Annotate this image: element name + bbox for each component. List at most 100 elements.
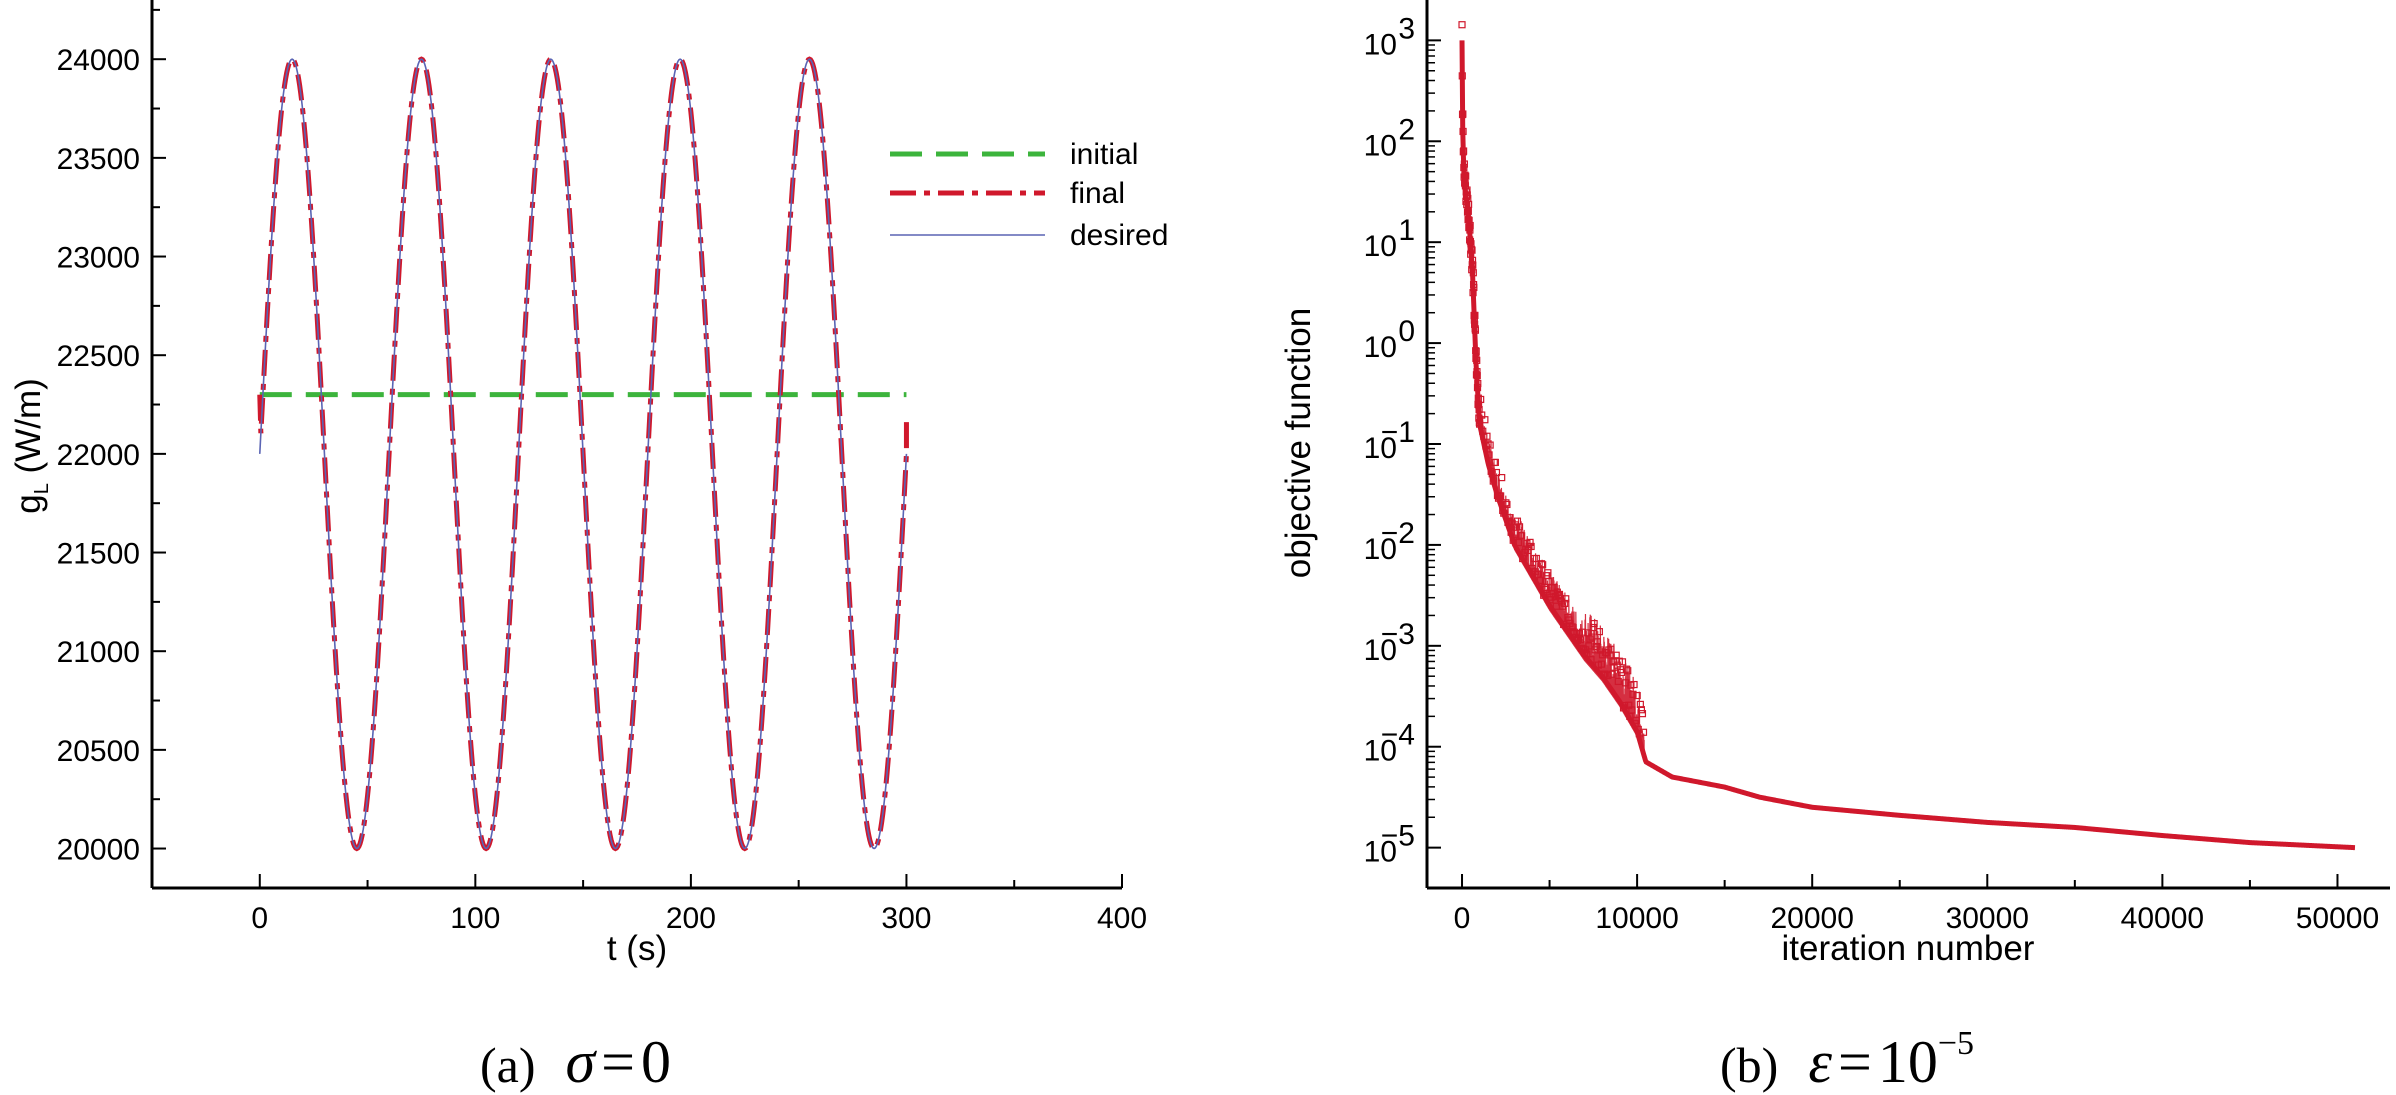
y-tick-label: 10 [1364, 634, 1397, 667]
data-point-marker [1624, 667, 1632, 675]
data-point-marker [1471, 311, 1479, 320]
data-point-marker [1459, 127, 1467, 136]
x-tick-label: 40000 [2121, 902, 2204, 935]
data-point-marker [1488, 470, 1496, 478]
data-point-marker [1515, 523, 1524, 531]
x-tick-label: 300 [881, 902, 931, 935]
legend-item-final: final [890, 177, 1125, 210]
data-point-marker [1470, 283, 1478, 292]
data-point-marker [1511, 521, 1519, 529]
data-point-marker [1485, 451, 1493, 459]
y-tick-exponent: 0 [1398, 315, 1415, 348]
data-point-marker [1586, 635, 1594, 643]
data-point-marker [1544, 569, 1552, 577]
data-point-marker [1578, 628, 1587, 636]
data-point-marker [1527, 542, 1535, 551]
data-point-marker [1629, 690, 1637, 698]
data-point-marker [1541, 583, 1549, 592]
data-point-marker [1476, 420, 1484, 428]
data-point-marker [1473, 384, 1482, 392]
data-point-marker [1494, 494, 1503, 502]
panel-a-caption: (a) σ = 0 [480, 1029, 671, 1095]
data-point-marker [1593, 638, 1601, 646]
y-tick-label: 21500 [57, 538, 140, 571]
data-point-marker [1473, 372, 1481, 380]
data-point-marker [1622, 679, 1630, 687]
y-tick-label: 21000 [57, 636, 140, 669]
panel-a-y-axis-title: gL (W/m) [9, 378, 53, 514]
data-point-marker [1518, 532, 1526, 540]
y-tick-exponent: −3 [1381, 618, 1415, 651]
y-tick-exponent: 3 [1398, 12, 1415, 45]
y-tick-exponent: −4 [1381, 719, 1415, 752]
series-objective-function [1459, 40, 2356, 851]
data-point-marker [1469, 289, 1477, 297]
data-point-marker [1473, 368, 1481, 376]
y-tick-label: 23000 [57, 242, 140, 275]
data-point-marker [1504, 518, 1512, 526]
panel-a-legend: initial final desired [890, 138, 1168, 252]
data-point-marker [1607, 645, 1615, 653]
data-point-marker [1588, 633, 1596, 641]
data-point-marker [1472, 354, 1480, 363]
y-tick-label: 10 [1364, 836, 1397, 869]
data-point-marker [1460, 160, 1468, 168]
y-tick-exponent: 1 [1398, 214, 1415, 247]
y-tick-exponent: −5 [1381, 820, 1415, 853]
legend-label-initial: initial [1070, 138, 1138, 171]
data-point-marker [1502, 499, 1510, 507]
data-point-marker [1463, 186, 1471, 194]
legend-item-initial: initial [890, 138, 1138, 171]
data-point-marker [1484, 440, 1492, 448]
y-tick-label: 20500 [57, 735, 140, 768]
data-point-marker [1465, 216, 1473, 224]
data-point-marker [1470, 316, 1478, 324]
data-point-marker [1514, 538, 1523, 547]
y-tick-label: 22500 [57, 340, 140, 373]
data-point-marker [1509, 536, 1517, 544]
data-point-marker [1468, 246, 1476, 254]
data-point-marker [1633, 691, 1641, 700]
data-point-marker [1498, 473, 1506, 482]
data-point-marker [1497, 492, 1505, 500]
panel-b-y-axis-title: objective function [1279, 308, 1318, 578]
data-point-marker [1516, 531, 1525, 539]
panel-a-x-axis-title: t (s) [607, 929, 667, 968]
data-point-marker [1483, 432, 1491, 440]
y-tick-label: 10 [1364, 230, 1397, 263]
data-point-marker [1555, 590, 1564, 599]
data-point-marker [1562, 595, 1570, 603]
panel-a: 0 100 200 300 400 20000 20500 21000 21500 22000 22… [9, 0, 1168, 1095]
panel-b-caption: (b) ε = 10−5 [1720, 1025, 1974, 1095]
data-point-marker [1471, 326, 1480, 334]
y-tick-label: 20000 [57, 834, 140, 867]
y-tick-exponent: −1 [1381, 416, 1415, 449]
data-point-marker [1599, 671, 1608, 679]
data-point-marker [1503, 500, 1511, 509]
data-point-marker [1635, 730, 1643, 738]
data-point-marker [1539, 561, 1547, 569]
data-point-marker [1536, 576, 1545, 585]
series-desired [258, 58, 908, 850]
data-point-marker [1526, 538, 1534, 546]
data-point-marker [1639, 728, 1648, 736]
data-point-marker [1473, 356, 1481, 364]
data-point-marker [1532, 554, 1540, 563]
data-point-marker [1576, 636, 1585, 644]
panel-a-caption-label: (a) [480, 1037, 536, 1093]
x-tick-label: 0 [1454, 902, 1471, 935]
data-point-marker [1489, 477, 1497, 485]
data-point-marker [1630, 680, 1638, 689]
data-point-marker [1632, 716, 1640, 724]
data-point-marker [1604, 671, 1612, 680]
x-tick-label: 200 [666, 902, 716, 935]
data-point-marker [1472, 347, 1480, 356]
data-point-marker [1458, 21, 1466, 29]
data-point-marker [1464, 207, 1472, 215]
series-objective-noise [1478, 411, 1645, 761]
data-point-marker [1638, 710, 1647, 718]
data-point-marker [1595, 628, 1603, 636]
panel-b-plot-series [1458, 21, 2356, 851]
